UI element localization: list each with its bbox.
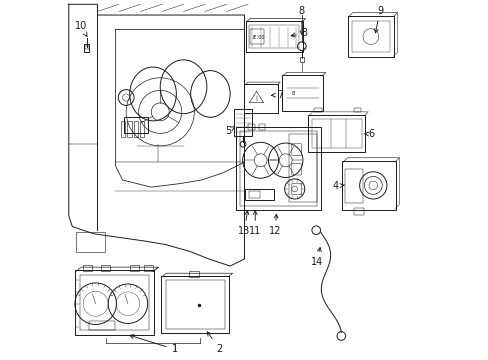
Text: 2: 2 (207, 332, 222, 354)
Text: 7: 7 (271, 90, 283, 100)
Text: 9: 9 (374, 6, 382, 33)
Text: 1: 1 (129, 335, 177, 354)
Text: 14: 14 (310, 248, 323, 267)
Text: 13: 13 (238, 211, 250, 236)
Text: 11: 11 (248, 211, 261, 236)
Text: 8: 8 (291, 90, 295, 95)
Text: 8: 8 (298, 6, 305, 35)
Text: 5: 5 (225, 126, 234, 135)
Text: 3: 3 (291, 28, 307, 38)
Text: 10: 10 (75, 21, 87, 36)
Text: 12: 12 (268, 214, 281, 236)
Text: 4: 4 (332, 181, 344, 191)
Text: IE:00: IE:00 (251, 35, 264, 40)
Text: 6: 6 (364, 130, 374, 139)
